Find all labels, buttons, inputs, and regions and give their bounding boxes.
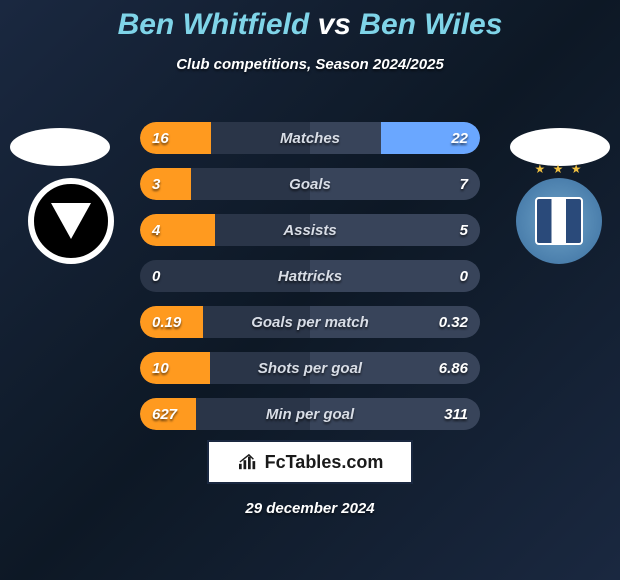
shield-icon: [535, 197, 583, 245]
club-badge-left: [28, 178, 114, 264]
stat-value-right: 0: [448, 260, 480, 292]
vs-text: vs: [318, 8, 351, 41]
brand-box[interactable]: FcTables.com: [207, 440, 413, 484]
stat-row: 00Hattricks: [140, 260, 480, 292]
player1-name: Ben Whitfield: [118, 8, 310, 41]
stats-table: 1622Matches37Goals45Assists00Hattricks0.…: [140, 122, 480, 444]
stat-value-right: 7: [448, 168, 480, 200]
stat-row: 0.190.32Goals per match: [140, 306, 480, 338]
stat-value-left: 16: [140, 122, 181, 154]
stat-value-left: 3: [140, 168, 172, 200]
player2-name: Ben Wiles: [359, 8, 502, 41]
stat-row: 37Goals: [140, 168, 480, 200]
date-text: 29 december 2024: [0, 500, 620, 517]
comparison-card: Ben Whitfield vs Ben Wiles Club competit…: [0, 0, 620, 580]
stat-row: 1622Matches: [140, 122, 480, 154]
stat-value-left: 0: [140, 260, 172, 292]
stat-value-right: 311: [432, 398, 480, 430]
page-title: Ben Whitfield vs Ben Wiles: [0, 0, 620, 42]
stat-value-left: 4: [140, 214, 172, 246]
stat-value-left: 10: [140, 352, 181, 384]
chart-icon: [237, 453, 259, 471]
stars-icon: ★ ★ ★: [516, 162, 602, 176]
stat-row: 45Assists: [140, 214, 480, 246]
decor-ellipse-left: [10, 128, 110, 166]
stat-value-right: 5: [448, 214, 480, 246]
stat-value-left: 0.19: [140, 306, 193, 338]
stat-value-right: 6.86: [427, 352, 480, 384]
decor-ellipse-right: [510, 128, 610, 166]
stat-value-left: 627: [140, 398, 189, 430]
stat-row: 106.86Shots per goal: [140, 352, 480, 384]
club-badge-right: ★ ★ ★: [516, 178, 602, 264]
stat-value-right: 0.32: [427, 306, 480, 338]
stat-value-right: 22: [439, 122, 480, 154]
brand-text: FcTables.com: [265, 452, 384, 473]
stat-row: 627311Min per goal: [140, 398, 480, 430]
subtitle: Club competitions, Season 2024/2025: [0, 56, 620, 73]
